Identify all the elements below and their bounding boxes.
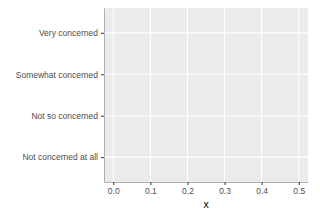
tick: Very concerned: [39, 28, 104, 38]
tick: Not concerned at all: [22, 152, 104, 162]
grid-line: [261, 8, 262, 182]
panel-background: [104, 8, 308, 182]
grid-line: [113, 8, 114, 182]
grid-line: [298, 8, 299, 182]
chart-svg: 0.0 0.1 0.2 0.3 0.4 0.5 Very concerned Somewhat…: [0, 0, 320, 214]
tick-label: 0.1: [145, 186, 157, 196]
grid-line: [224, 8, 225, 182]
tick: 0.1: [145, 182, 157, 196]
tick-mark: [187, 182, 188, 185]
tick: 0.4: [256, 182, 268, 196]
tick-label: 0.2: [182, 186, 194, 196]
tick-mark: [150, 182, 151, 185]
grid-line: [187, 8, 188, 182]
tick-label: 0.3: [219, 186, 231, 196]
tick-mark: [299, 182, 300, 185]
grid-line: [104, 32, 308, 33]
chart-container: 0.0 0.1 0.2 0.3 0.4 0.5 Very concerned Somewhat…: [0, 0, 320, 214]
plot: 0.0 0.1 0.2 0.3 0.4 0.5 Very concerned Somewhat…: [16, 8, 309, 196]
axis-line: [104, 9, 105, 183]
tick-mark: [101, 33, 104, 34]
tick-mark: [101, 157, 104, 158]
tick-mark: [225, 182, 226, 185]
tick: 0.3: [219, 182, 231, 196]
tick: Not so concerned: [31, 111, 104, 121]
axis-line: [105, 182, 309, 183]
tick-label: Very concerned: [39, 28, 98, 38]
tick-mark: [262, 182, 263, 185]
tick-label: Not so concerned: [31, 111, 98, 121]
tick: Somewhat concerned: [16, 70, 104, 80]
tick-mark: [113, 182, 114, 185]
grid-line: [150, 8, 151, 182]
axis-title: x: [203, 198, 209, 210]
tick-label: 0.4: [256, 186, 268, 196]
tick: 0.5: [293, 182, 305, 196]
grid-line: [104, 115, 308, 116]
grid-line: [104, 74, 308, 75]
tick-label: 0.5: [293, 186, 305, 196]
tick-mark: [101, 74, 104, 75]
tick-label: Not concerned at all: [22, 152, 98, 162]
grid: [104, 8, 308, 182]
tick: 0.0: [108, 182, 120, 196]
x-axis: 0.0 0.1 0.2 0.3 0.4 0.5: [105, 182, 309, 196]
y-axis: Very concerned Somewhat concerned Not so c…: [16, 9, 105, 183]
tick-label: Somewhat concerned: [16, 70, 98, 80]
grid-line: [104, 157, 308, 158]
tick-label: 0.0: [108, 186, 120, 196]
tick-mark: [101, 116, 104, 117]
tick: 0.2: [182, 182, 194, 196]
